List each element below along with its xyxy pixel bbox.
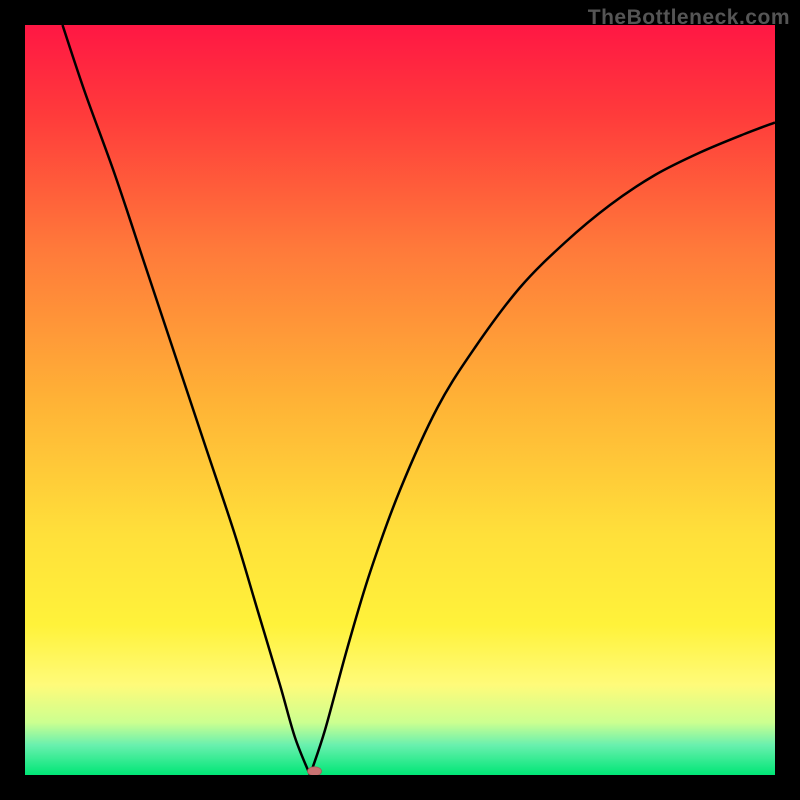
optimal-point-marker: [308, 767, 322, 776]
watermark-text: TheBottleneck.com: [588, 6, 790, 30]
chart-frame: TheBottleneck.com: [0, 0, 800, 800]
gradient-background: [25, 25, 775, 775]
bottleneck-chart: [0, 0, 800, 800]
plot-area: [25, 25, 775, 776]
